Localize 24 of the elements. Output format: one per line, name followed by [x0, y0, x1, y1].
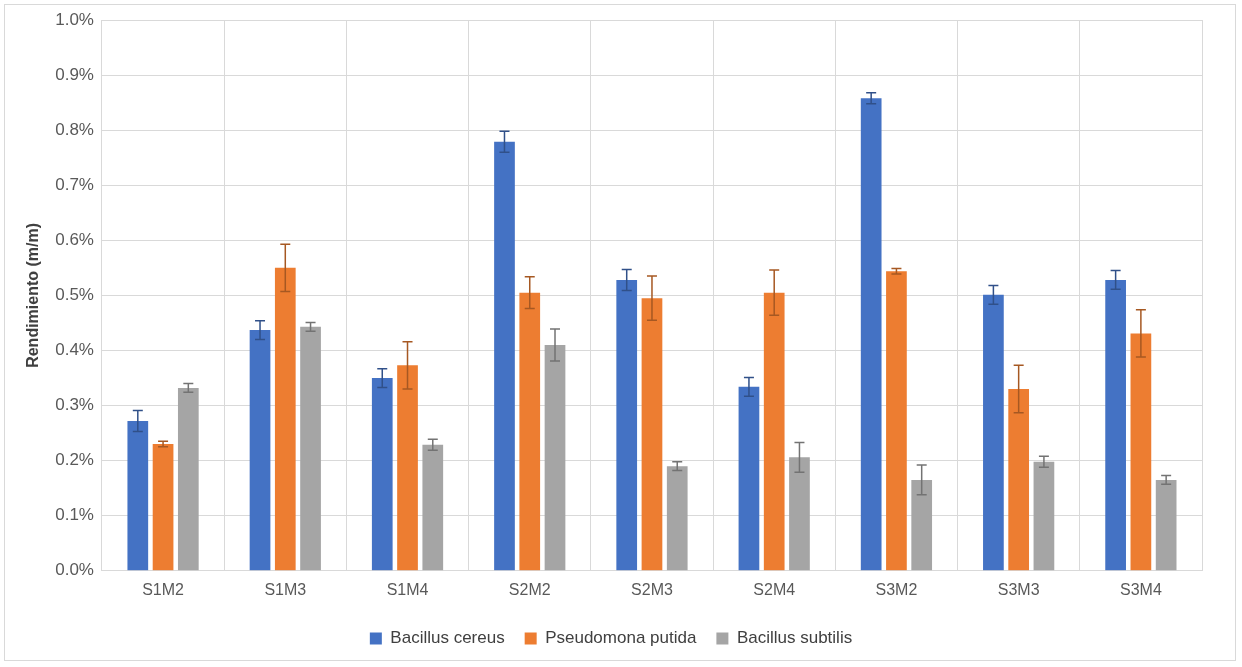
x-tick-label: S1M2: [142, 580, 185, 598]
y-tick-label: 0.6%: [55, 230, 94, 250]
y-tick-label: 0.3%: [55, 395, 94, 415]
legend-label: Pseudomona putida: [545, 628, 697, 648]
legend-label: Bacillus subtilis: [736, 628, 853, 648]
legend-label: Bacillus cereus: [390, 628, 505, 648]
x-tick-label: S3M2: [875, 580, 918, 598]
x-tick-label: S1M3: [264, 580, 307, 598]
y-tick-label: 0.1%: [55, 505, 94, 525]
x-tick-label: S2M3: [631, 580, 673, 598]
y-tick-label: 0.8%: [55, 119, 94, 139]
x-tick-label: S1M4: [386, 580, 429, 598]
x-tick-label: S3M3: [997, 580, 1040, 598]
y-tick-label: 0.5%: [55, 285, 94, 305]
y-tick-label: 0.4%: [55, 340, 94, 360]
x-tick-label: S3M4: [1119, 580, 1162, 598]
y-tick-label: 0.0%: [55, 560, 94, 580]
y-axis-title: Rendimiento (m/m): [24, 222, 42, 368]
x-tick-label: S2M4: [753, 580, 796, 598]
y-tick-label: 0.9%: [55, 64, 94, 84]
y-tick-label: 0.2%: [55, 450, 94, 470]
y-tick-label: 0.7%: [55, 174, 94, 194]
x-tick-label: S2M2: [508, 580, 551, 598]
y-tick-label: 1.0%: [55, 9, 94, 29]
